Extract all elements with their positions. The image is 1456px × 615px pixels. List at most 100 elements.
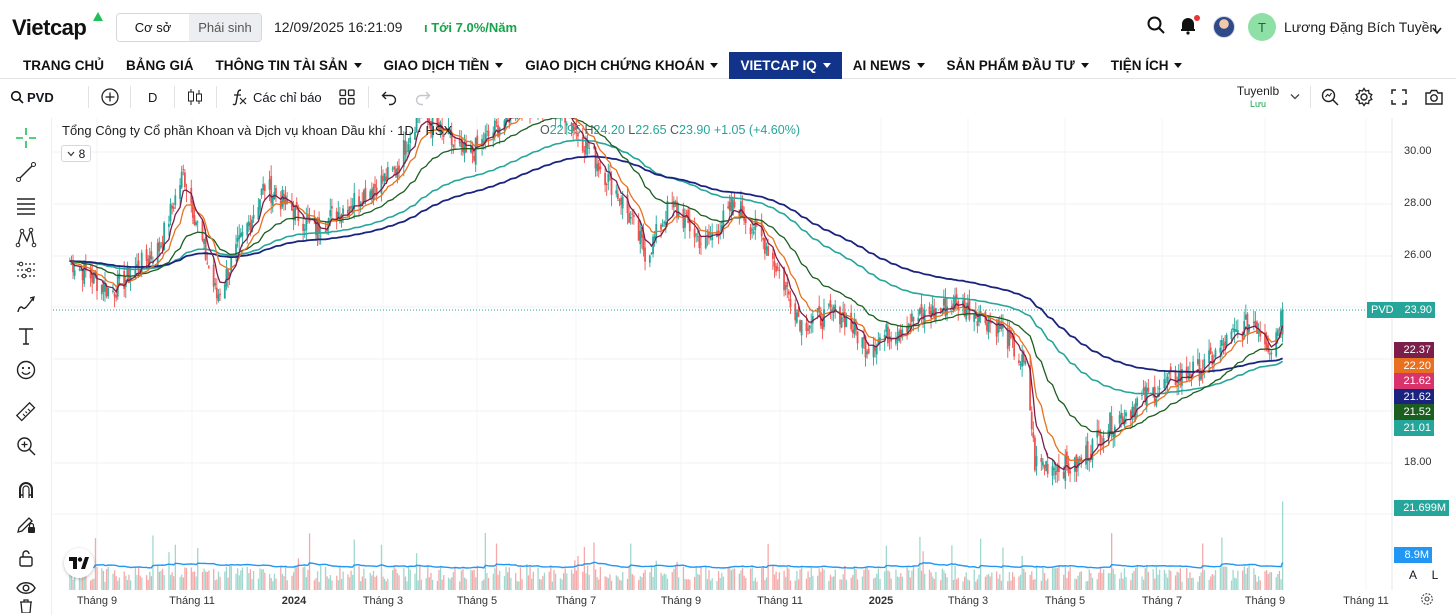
segment-phai-sinh[interactable]: Phái sinh: [189, 14, 261, 41]
interval-button[interactable]: D: [148, 89, 158, 105]
volume-bar: [1035, 565, 1038, 590]
volume-bar: [82, 573, 84, 590]
volume-bar: [1253, 568, 1255, 590]
candle-body: [215, 287, 218, 299]
nav-item-2[interactable]: THÔNG TIN TÀI SẢN: [205, 52, 373, 79]
volume-bar: [1278, 570, 1281, 590]
candle-body: [660, 224, 662, 230]
vietcap-logo[interactable]: Vietcap: [12, 15, 87, 40]
volume-bar: [852, 575, 854, 590]
legend-collapse-button[interactable]: 8: [61, 145, 91, 162]
measure-tool[interactable]: [12, 398, 40, 426]
nav-item-4[interactable]: GIAO DỊCH CHỨNG KHOÁN: [514, 52, 729, 79]
candle-body: [89, 267, 92, 279]
redo-button[interactable]: [414, 86, 432, 108]
lock-tool[interactable]: [12, 544, 40, 572]
volume-bar: [685, 579, 688, 590]
candle-body: [1030, 411, 1033, 430]
volume-bar: [828, 581, 830, 590]
volume-bar: [1090, 573, 1092, 590]
auto-scale-button[interactable]: A: [1404, 566, 1422, 584]
nav-item-1[interactable]: BẢNG GIÁ: [115, 52, 205, 79]
candle-body: [1198, 359, 1201, 381]
candle-body: [839, 307, 841, 325]
log-scale-button[interactable]: L: [1426, 566, 1444, 584]
nav-item-6[interactable]: AI NEWS: [842, 52, 936, 79]
candle-body: [818, 305, 821, 310]
volume-bar: [158, 571, 161, 590]
pattern-tool[interactable]: [12, 224, 40, 252]
brush-tool[interactable]: [12, 290, 40, 318]
candle-body: [1136, 398, 1139, 406]
lock-drawings-tool[interactable]: [12, 510, 40, 538]
horizontal-lines-icon: [17, 198, 35, 215]
zoom-in-tool[interactable]: [12, 432, 40, 460]
crosshair-tool[interactable]: [12, 124, 40, 152]
candle-body: [180, 171, 183, 188]
layout-dropdown[interactable]: [1290, 86, 1300, 108]
prediction-tool[interactable]: [12, 256, 40, 284]
candle-body: [1244, 314, 1247, 320]
trash-tool[interactable]: [12, 598, 40, 614]
volume-bar: [1200, 572, 1202, 590]
indicators-button[interactable]: Các chỉ báo: [230, 86, 322, 108]
volume-bar: [531, 578, 533, 590]
screenshot-button[interactable]: [1424, 86, 1444, 108]
volume-bar: [476, 565, 478, 590]
volume-bar: [908, 570, 910, 590]
volume-bar: [1210, 576, 1212, 590]
undo-button[interactable]: [380, 86, 398, 108]
user-name[interactable]: Lương Đặng Bích Tuyền: [1284, 19, 1438, 35]
magnet-tool[interactable]: [12, 476, 40, 504]
search-icon[interactable]: [1145, 14, 1167, 36]
fib-tool[interactable]: [12, 192, 40, 220]
emoji-tool[interactable]: [12, 356, 40, 384]
segment-co-so[interactable]: Cơ sở: [117, 14, 189, 41]
candle-body: [420, 118, 423, 119]
volume-bar: [112, 573, 114, 590]
volume-bar: [1224, 566, 1226, 590]
nav-item-7[interactable]: SẢN PHẨM ĐẦU TƯ: [936, 52, 1100, 79]
volume-bar: [494, 568, 496, 590]
user-avatar[interactable]: T: [1248, 13, 1276, 41]
volume-bar: [617, 576, 619, 590]
candle-body: [1165, 382, 1167, 383]
profile-photo-avatar[interactable]: [1213, 16, 1235, 38]
tradingview-logo[interactable]: [64, 548, 94, 578]
candle-body: [1086, 441, 1089, 461]
nav-item-5[interactable]: VIETCAP IQ: [729, 51, 842, 79]
fullscreen-button[interactable]: [1390, 86, 1408, 108]
nav-item-0[interactable]: TRANG CHỦ: [12, 52, 115, 79]
nav-item-8[interactable]: TIỆN ÍCH: [1100, 52, 1194, 79]
chart-type-button[interactable]: [186, 86, 204, 108]
crosshair-icon: [16, 128, 36, 148]
nav-item-3[interactable]: GIAO DỊCH TIỀN: [373, 52, 515, 79]
candle-body: [676, 201, 678, 217]
volume-bar: [1007, 581, 1009, 590]
compare-add-button[interactable]: [100, 86, 120, 108]
volume-bar: [941, 568, 943, 590]
axis-settings-button[interactable]: [1420, 592, 1434, 611]
volume-bar: [1066, 578, 1068, 590]
layout-name[interactable]: Tuyenlb: [1236, 84, 1280, 98]
candle-body: [1069, 470, 1071, 474]
bell-icon[interactable]: [1177, 14, 1199, 36]
text-tool[interactable]: [12, 322, 40, 350]
candle-body: [1147, 387, 1150, 392]
settings-button[interactable]: [1354, 86, 1374, 108]
symbol-search[interactable]: PVD: [10, 86, 54, 108]
visibility-tool[interactable]: [12, 574, 40, 602]
quick-search-button[interactable]: [1320, 86, 1340, 108]
volume-bar: [588, 574, 590, 590]
volume-bar: [906, 567, 908, 590]
candle-body: [230, 257, 233, 273]
trendline-tool[interactable]: [12, 158, 40, 186]
time-tick-label: Tháng 11: [1343, 595, 1389, 607]
candle-body: [810, 322, 813, 324]
candle-body: [353, 193, 356, 209]
volume-bar: [1246, 567, 1249, 590]
chevron-down-icon[interactable]: [1432, 22, 1442, 40]
templates-button[interactable]: [338, 86, 356, 108]
candle-body: [887, 326, 889, 344]
